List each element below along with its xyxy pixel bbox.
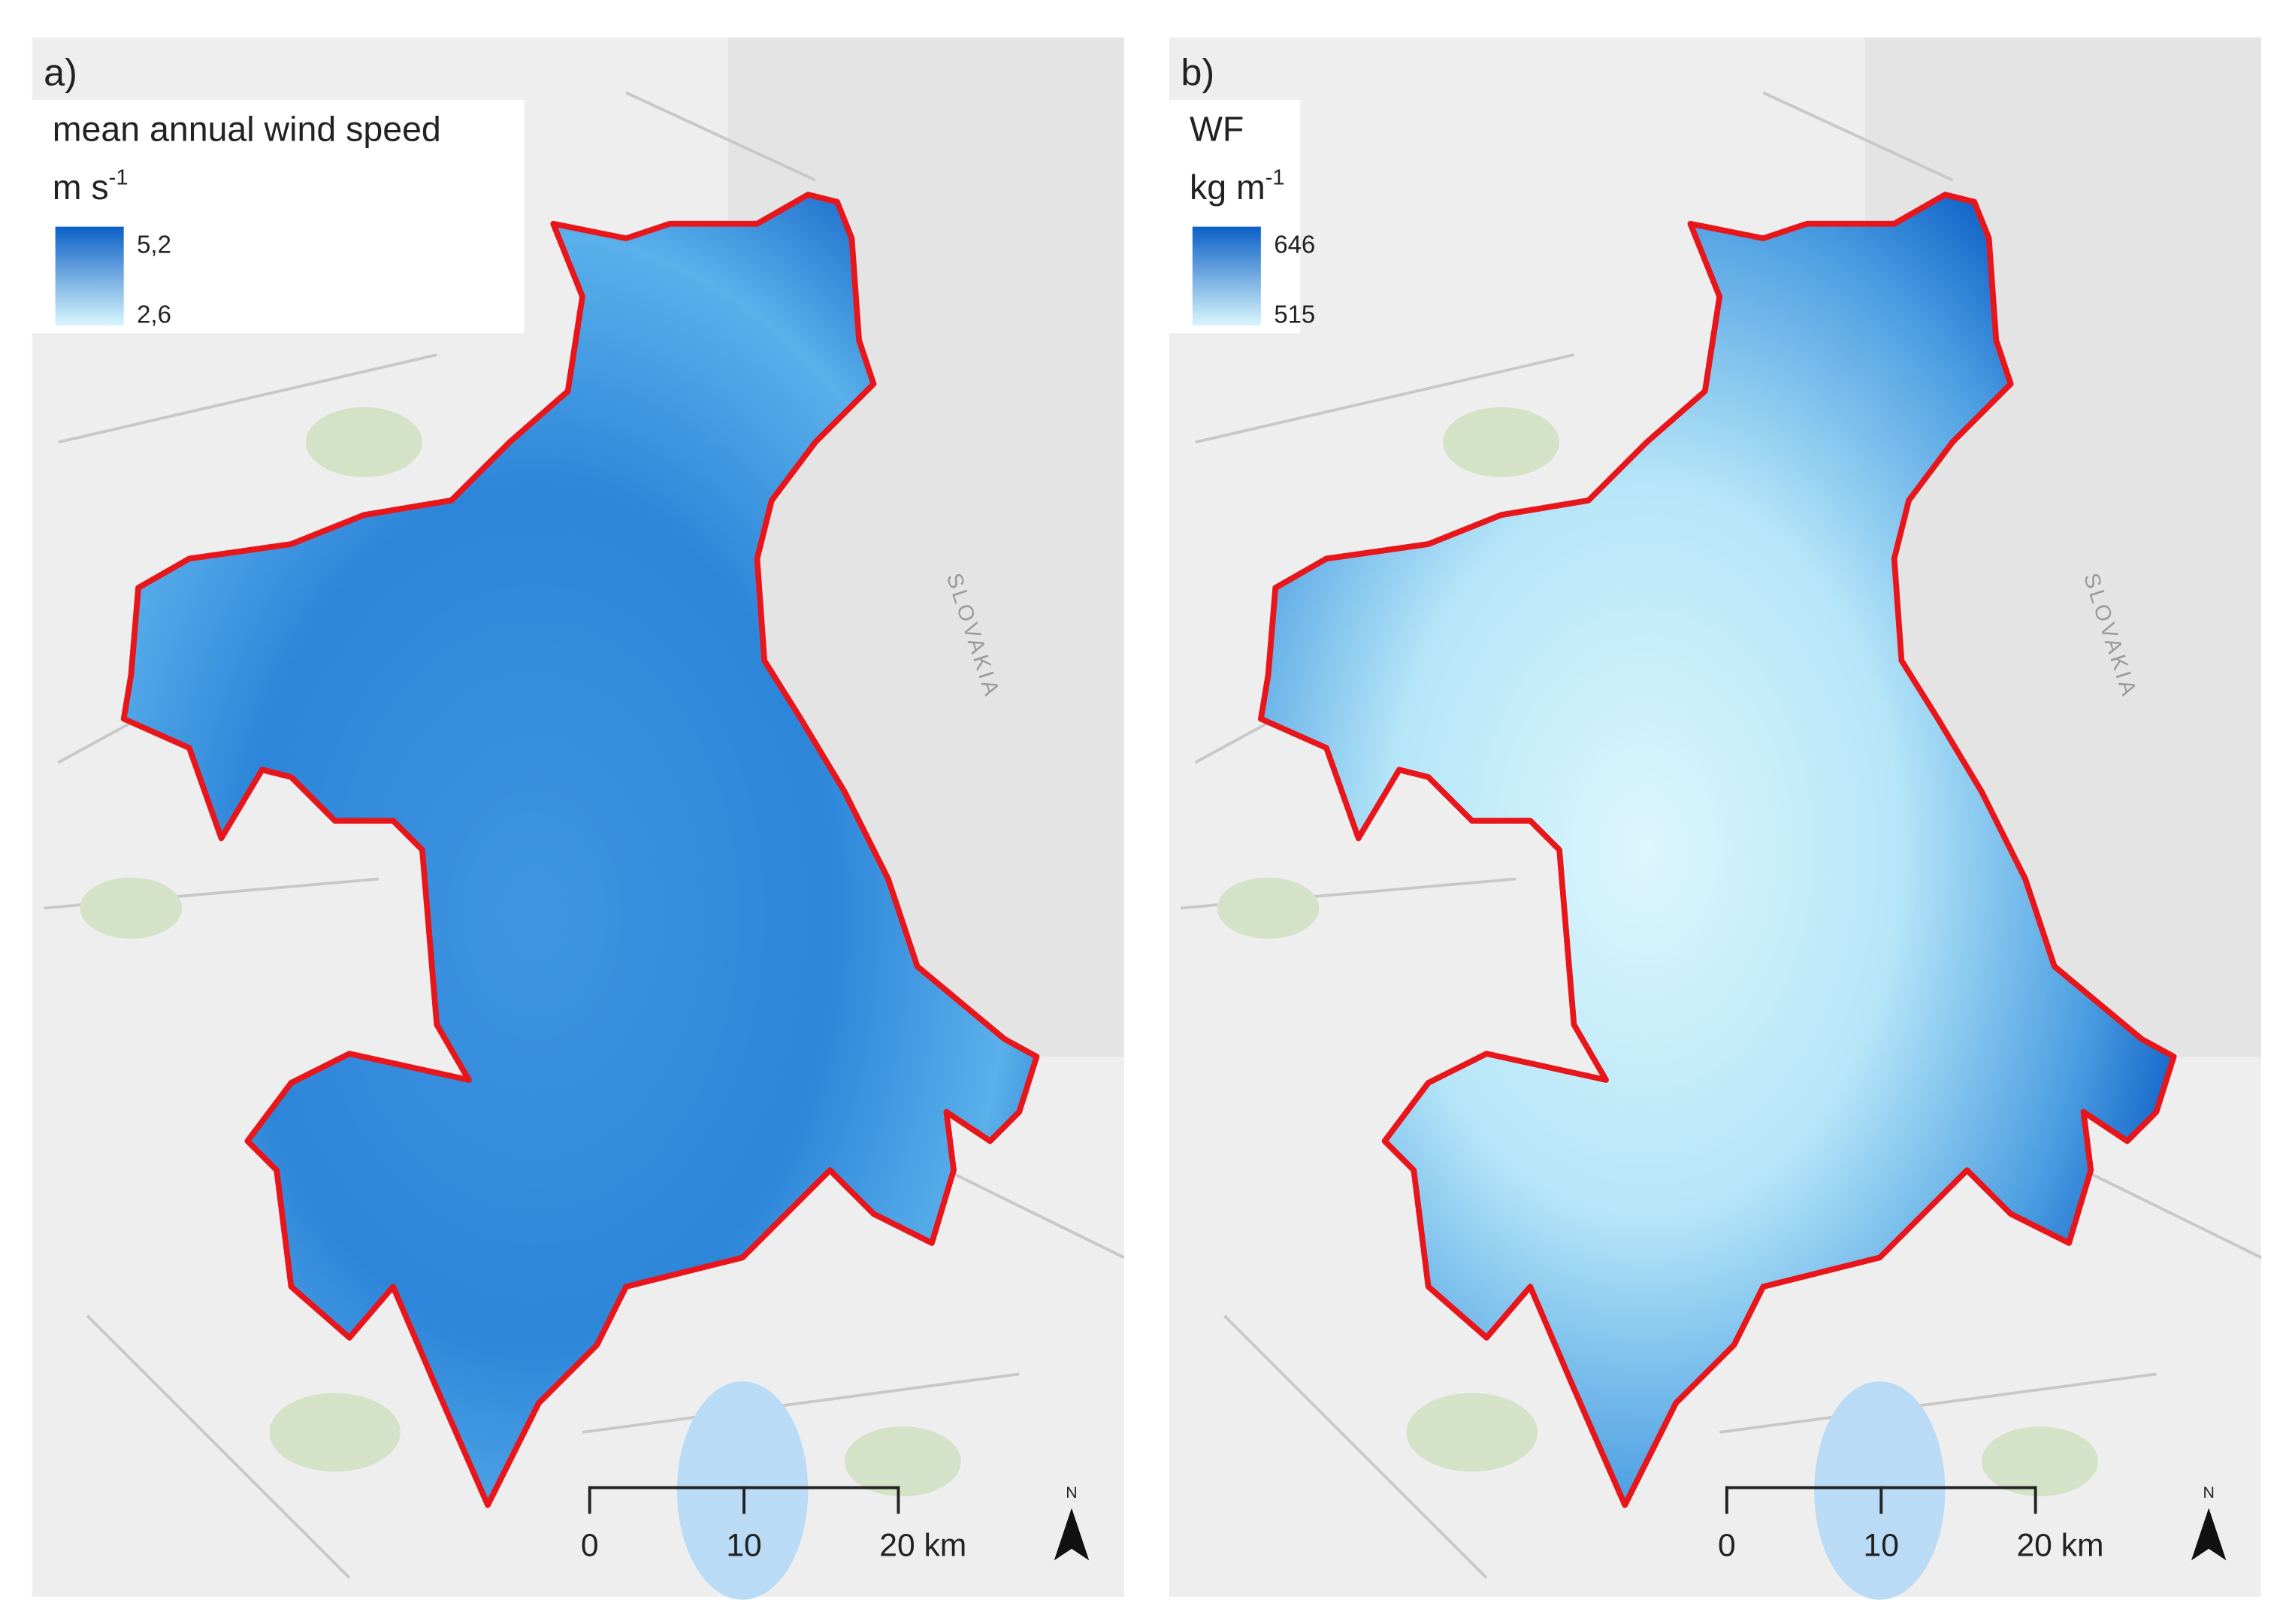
forest	[269, 1393, 401, 1472]
legend-unit-exponent: -1	[109, 165, 129, 189]
panel-label: b)	[1181, 51, 1214, 94]
legend-unit-base: kg m	[1190, 168, 1265, 207]
north-label: N	[1066, 1483, 1077, 1502]
north-label: N	[2203, 1483, 2214, 1502]
legend-min: 2,6	[137, 301, 171, 328]
road	[582, 1372, 1020, 1434]
road	[58, 353, 437, 444]
study-area	[120, 192, 1040, 1508]
north-arrow	[2191, 1508, 2227, 1561]
forest	[1981, 1426, 2098, 1497]
legend-unit-base: m s	[53, 168, 109, 207]
road	[945, 1169, 1125, 1260]
legend-min: 515	[1274, 301, 1315, 328]
study-area	[1258, 192, 2177, 1508]
forest	[305, 407, 422, 477]
legend-max: 646	[1274, 231, 1315, 259]
road	[86, 1314, 351, 1579]
legend-unit-exponent: -1	[1265, 165, 1285, 189]
panel-label: a)	[44, 51, 77, 94]
color-bar	[1192, 226, 1261, 326]
scale-label: 20 km	[2016, 1528, 2103, 1564]
road	[1762, 91, 1953, 182]
forest	[1217, 877, 1320, 939]
legend-title: mean annual wind speed	[53, 109, 441, 148]
north-arrow	[1054, 1508, 1090, 1561]
legend-unit: m s-1	[53, 165, 129, 206]
legend-title: WF	[1190, 109, 1244, 148]
scale-label: 0	[581, 1528, 599, 1564]
forest	[844, 1426, 961, 1497]
scale-label: 20 km	[879, 1528, 966, 1564]
road	[2082, 1169, 2262, 1260]
forest	[1443, 407, 1560, 477]
legend-max: 5,2	[137, 231, 171, 259]
color-bar	[55, 226, 124, 326]
road	[1223, 1314, 1488, 1579]
scale-label: 0	[1718, 1528, 1736, 1564]
forest	[1406, 1393, 1538, 1472]
road	[1195, 353, 1574, 444]
road	[625, 91, 816, 182]
scale-label: 10	[726, 1528, 761, 1564]
scale-label: 10	[1864, 1528, 1899, 1564]
legend-unit: kg m-1	[1190, 165, 1285, 206]
forest	[80, 877, 183, 939]
road	[1719, 1372, 2157, 1434]
